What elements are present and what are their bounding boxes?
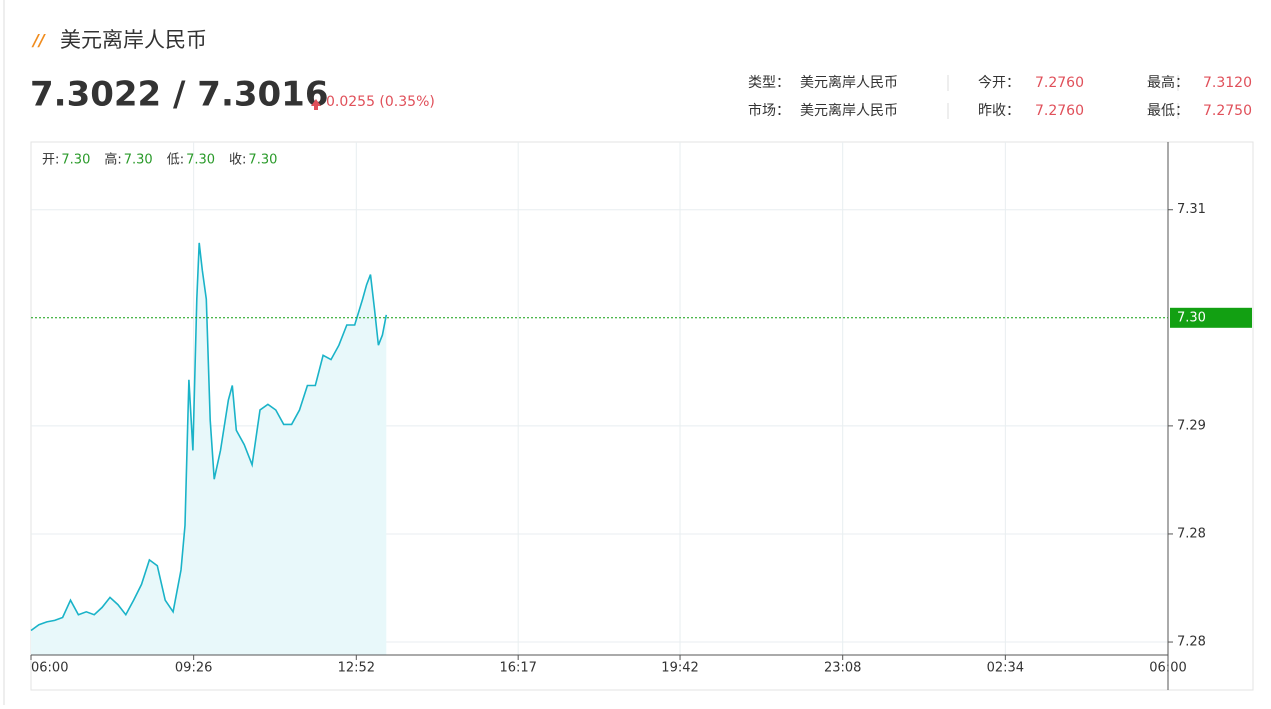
line: [30, 242, 388, 632]
ohlc-value: 7.30: [248, 153, 277, 168]
stat-value: 美元离岸人民币: [800, 74, 898, 91]
ohlc-value: 7.30: [124, 153, 153, 168]
chart: 06:00 09:26 12:52 16:17 19:42 23:08 02:34 06:00…: [30, 142, 1252, 690]
y-tick-label: 7.31: [1177, 202, 1206, 217]
stat-label: 最高：: [1147, 74, 1189, 91]
x-tick-label: 16:17: [499, 661, 536, 676]
stat-label: 类型：: [748, 75, 790, 91]
stat-value: 7.2760: [1035, 103, 1084, 119]
x-tick-label: 02:34: [987, 661, 1024, 676]
stat-value: 7.2750: [1203, 103, 1252, 119]
stat-value: 美元离岸人民币: [800, 102, 898, 119]
x-tick-label: 19:42: [661, 661, 698, 676]
ohlc-label: 收:: [229, 153, 246, 168]
change: 0.0255 (0.35%): [326, 94, 435, 110]
ohlc-value: 7.30: [186, 153, 215, 168]
ohlc-label: 低:: [167, 153, 184, 168]
stat-label: 昨收：: [978, 103, 1020, 119]
last-price-tag: [1170, 307, 1252, 328]
x-tick-label: 23:08: [824, 661, 861, 676]
ohlc-label: 开:: [42, 153, 59, 168]
price: 7.3022 / 7.3016: [30, 75, 329, 115]
title: 美元离岸人民币: [60, 28, 207, 52]
stat-label: 今开：: [978, 75, 1020, 91]
chart-frame: [30, 141, 1254, 691]
x-tick-label: 09:26: [175, 661, 212, 676]
y-tick-label: 7.29: [1177, 418, 1206, 433]
x-tick-label: 12:52: [338, 661, 375, 676]
title-icon: //: [31, 31, 46, 50]
x-tick-label: 06:00: [31, 661, 68, 676]
area: [31, 242, 387, 655]
y-tick-label: 7.28: [1177, 526, 1206, 541]
stat-value: 7.3120: [1203, 75, 1252, 91]
last-price-label: 7.30: [1177, 310, 1206, 325]
stat-value: 7.2760: [1035, 75, 1084, 91]
stat-label: 市场：: [748, 102, 790, 119]
ohlc-value: 7.30: [61, 153, 90, 168]
stat-label: 最低：: [1147, 103, 1189, 119]
ohlc-label: 高:: [104, 152, 121, 168]
up-arrow: [311, 99, 321, 110]
y-tick-label: 7.28: [1177, 635, 1206, 650]
